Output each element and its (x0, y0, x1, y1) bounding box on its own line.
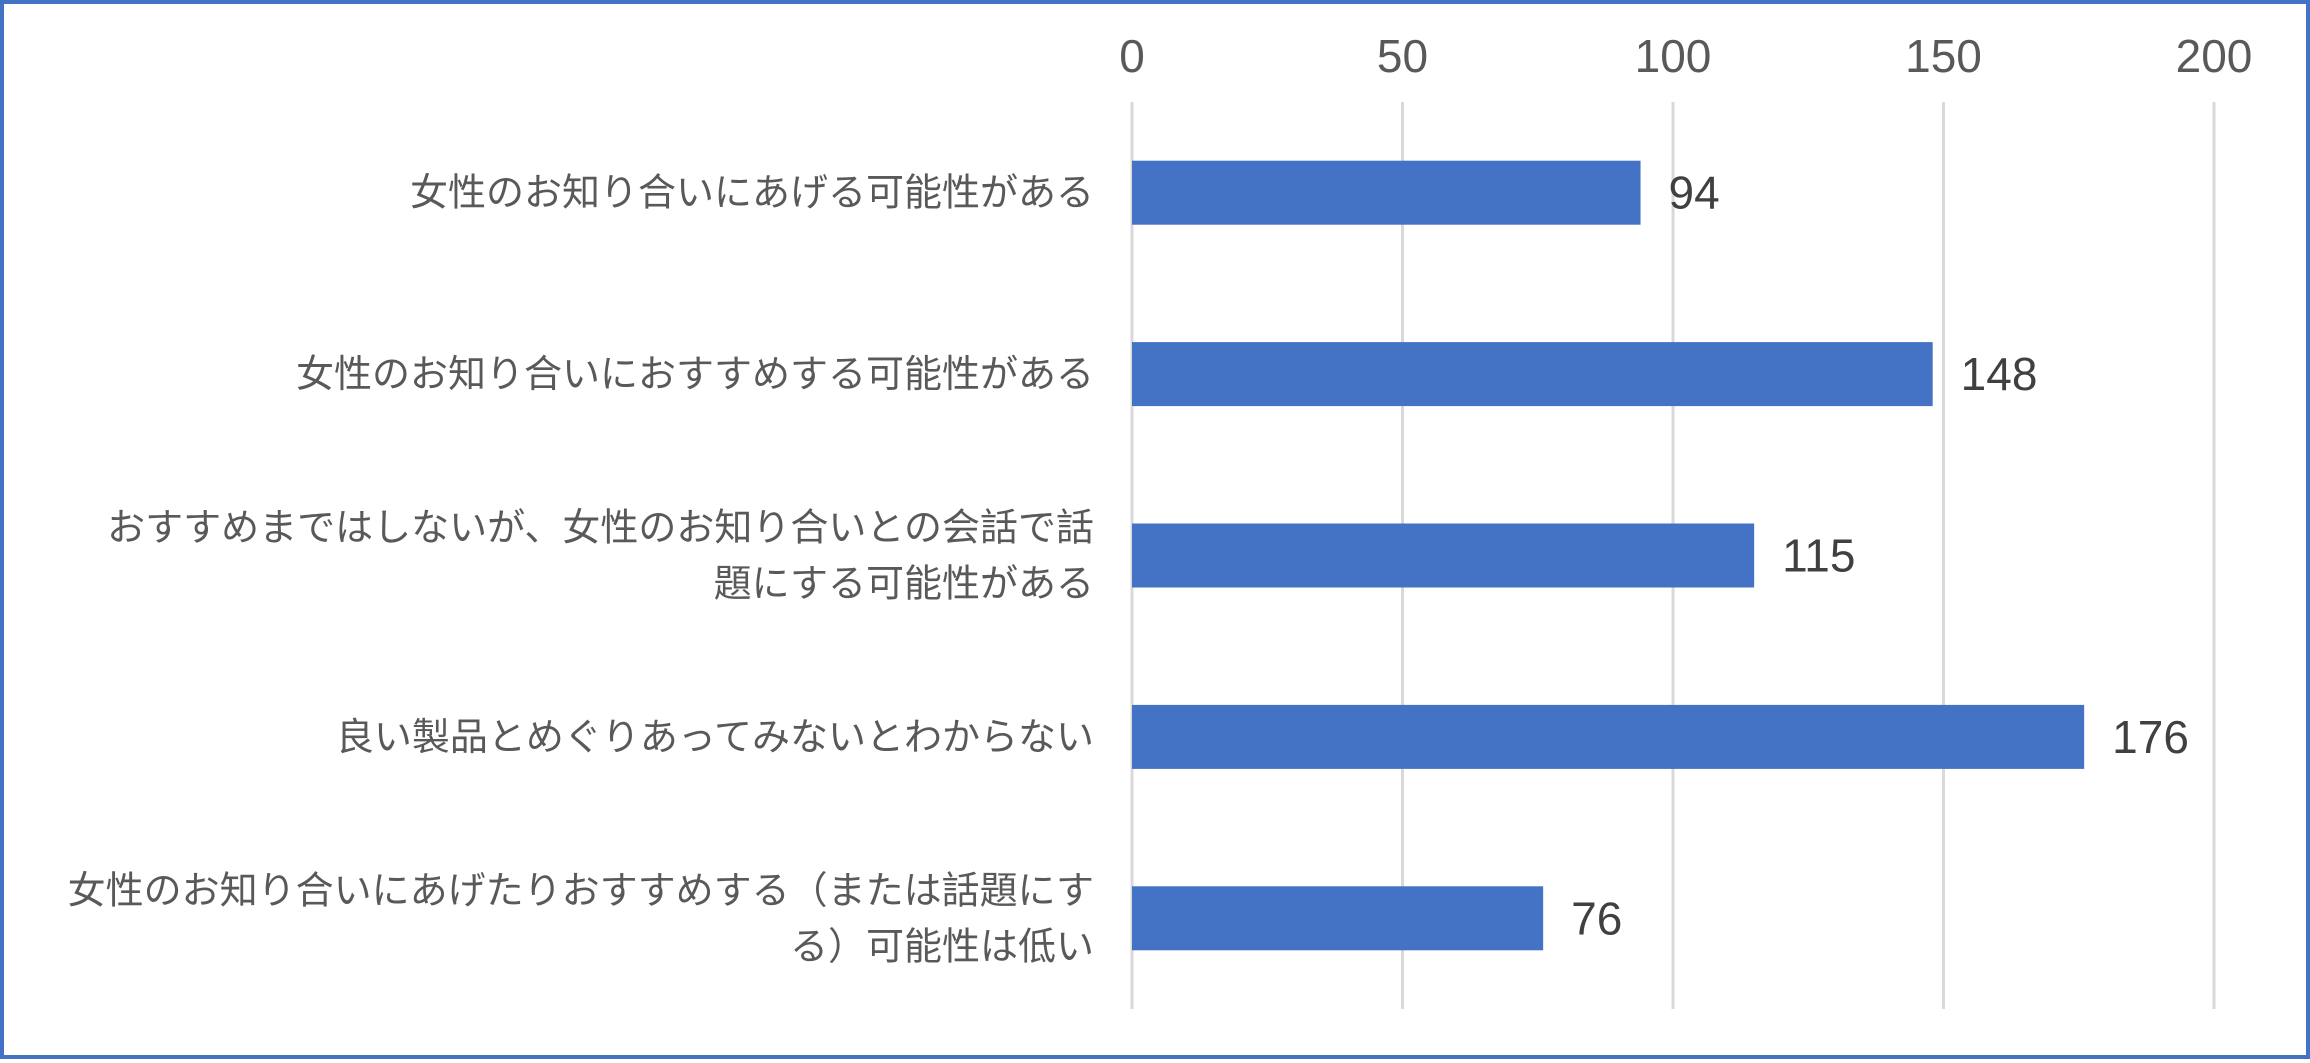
bars (1132, 160, 2085, 951)
data-label: 76 (1571, 892, 1622, 944)
bar-chart: 0 50 100 150 200 女性のお知り合いにあげる可能性がある女性のお知り合いに… (68, 30, 2252, 1009)
data-label: 94 (1669, 167, 1720, 219)
x-tick-label: 50 (1377, 30, 1428, 82)
category-label: おすすめまではしないが、女性のお知り合いとの会話で話題にする可能性がある (107, 506, 1094, 606)
bar (1132, 886, 1544, 951)
x-tick-label: 0 (1119, 30, 1145, 82)
x-tick-label: 150 (1905, 30, 1982, 82)
category-label: 良い製品とめぐりあってみないとわからない (336, 715, 1094, 759)
bar (1132, 523, 1755, 588)
bar (1132, 342, 1933, 407)
data-label: 115 (1782, 530, 1855, 582)
category-label: 女性のお知り合いにおすすめする可能性がある (296, 352, 1094, 396)
bar (1132, 704, 2085, 769)
category-labels: 女性のお知り合いにあげる可能性がある女性のお知り合いにおすすめする可能性があるお… (68, 171, 1094, 969)
x-tick-label: 100 (1635, 30, 1712, 82)
x-axis-ticks: 0 50 100 150 200 (1119, 30, 2252, 82)
data-labels: 94 148 115 176 76 (1571, 167, 2189, 945)
data-label: 176 (2112, 711, 2189, 763)
category-label: 女性のお知り合いにあげる可能性がある (410, 171, 1094, 215)
x-tick-label: 200 (2176, 30, 2253, 82)
data-label: 148 (1961, 348, 2038, 400)
bar (1132, 160, 1641, 225)
category-label: 女性のお知り合いにあげたりおすすめする（または話題にする）可能性は低い (68, 868, 1094, 968)
